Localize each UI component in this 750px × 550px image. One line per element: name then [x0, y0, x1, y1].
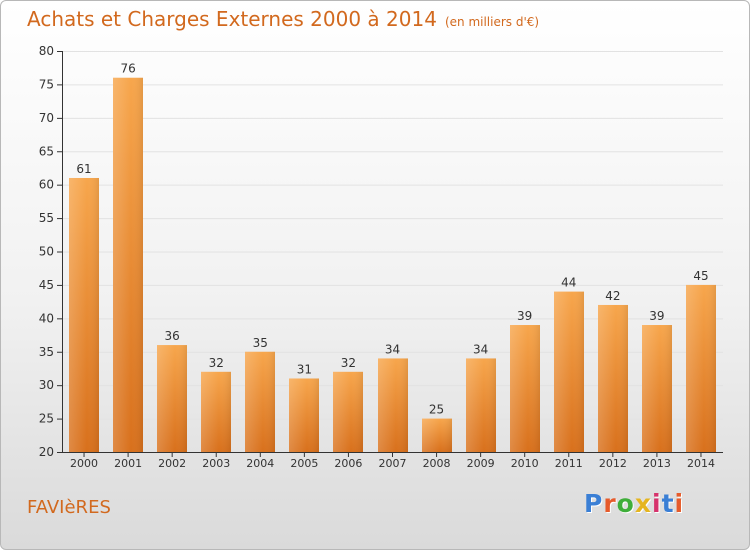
- chart-title: Achats et Charges Externes 2000 à 2014 (e…: [27, 7, 539, 31]
- bar-value-label: 45: [693, 269, 708, 283]
- bar-value-label: 44: [561, 276, 576, 290]
- bar[interactable]: [378, 358, 408, 452]
- bar[interactable]: [113, 77, 143, 452]
- x-tick-label: 2007: [379, 457, 407, 470]
- y-tick-label: 40: [39, 311, 54, 325]
- x-tick-label: 2008: [423, 457, 451, 470]
- proxiti-logo[interactable]: Proxiti: [584, 489, 684, 518]
- x-tick-label: 2005: [290, 457, 318, 470]
- y-tick-label: 25: [39, 412, 54, 426]
- bar-value-label: 32: [341, 356, 356, 370]
- logo-letter: x: [634, 489, 652, 518]
- logo-letter: P: [584, 489, 604, 518]
- x-tick-label: 2006: [334, 457, 362, 470]
- y-tick-label: 80: [39, 44, 54, 58]
- y-tick-label: 45: [39, 278, 54, 292]
- bars: 61 76 36 32 35 31 32 34 25 34 39 44 42 39 45: [69, 62, 716, 452]
- logo-letter: t: [661, 489, 675, 518]
- x-tick-label: 2000: [70, 457, 98, 470]
- x-tick-label: 2002: [158, 457, 186, 470]
- bar[interactable]: [598, 304, 628, 452]
- bar[interactable]: [289, 378, 319, 452]
- chart-unit: (en milliers d'€): [444, 15, 540, 29]
- bar-value-label: 34: [473, 342, 488, 356]
- y-tick-label: 55: [39, 211, 54, 225]
- logo-letter: i: [652, 489, 662, 518]
- axes: 20 25 30 35 40 45 50 55 60 65 70 75 80 2000 2001 2002 20…: [39, 44, 723, 470]
- bar[interactable]: [510, 325, 540, 452]
- bar[interactable]: [642, 325, 672, 452]
- x-tick-label: 2010: [511, 457, 539, 470]
- y-tick-label: 70: [39, 111, 54, 125]
- bar-value-label: 32: [209, 356, 224, 370]
- x-tick-label: 2011: [555, 457, 583, 470]
- y-tick-label: 60: [39, 178, 54, 192]
- bar-value-label: 34: [385, 342, 400, 356]
- bar[interactable]: [333, 371, 363, 452]
- bar-value-label: 25: [429, 403, 444, 417]
- logo-letter: r: [603, 489, 617, 518]
- y-tick-label: 20: [39, 445, 54, 459]
- bar-value-label: 42: [605, 289, 620, 303]
- logo-letter: i: [674, 489, 685, 518]
- bar-value-label: 36: [165, 329, 180, 343]
- chart-title-text: Achats et Charges Externes 2000 à 2014: [27, 7, 437, 31]
- bar-value-label: 35: [253, 336, 268, 350]
- x-tick-label: 2009: [467, 457, 495, 470]
- x-tick-label: 2001: [114, 457, 142, 470]
- bar-value-label: 39: [649, 309, 664, 323]
- bar[interactable]: [466, 358, 496, 452]
- bar[interactable]: [201, 371, 231, 452]
- y-tick-label: 35: [39, 345, 54, 359]
- x-tick-label: 2012: [599, 457, 627, 470]
- town-name: FAVIèRES: [27, 497, 111, 518]
- bar[interactable]: [245, 351, 275, 452]
- y-tick-label: 65: [39, 144, 54, 158]
- y-tick-label: 50: [39, 245, 54, 259]
- bar-value-label: 39: [517, 309, 532, 323]
- bar-value-label: 61: [76, 162, 91, 176]
- x-tick-label: 2003: [202, 457, 230, 470]
- bar-value-label: 31: [297, 362, 312, 376]
- x-tick-label: 2004: [246, 457, 274, 470]
- bar[interactable]: [686, 284, 716, 452]
- bar-value-label: 76: [120, 62, 135, 76]
- bar[interactable]: [157, 345, 187, 452]
- x-tick-label: 2013: [643, 457, 671, 470]
- y-tick-label: 30: [39, 378, 54, 392]
- bar[interactable]: [554, 291, 584, 452]
- x-tick-label: 2014: [687, 457, 715, 470]
- bar[interactable]: [422, 418, 452, 452]
- logo-letter: o: [616, 489, 635, 518]
- y-tick-label: 75: [39, 77, 54, 91]
- bar[interactable]: [69, 177, 99, 452]
